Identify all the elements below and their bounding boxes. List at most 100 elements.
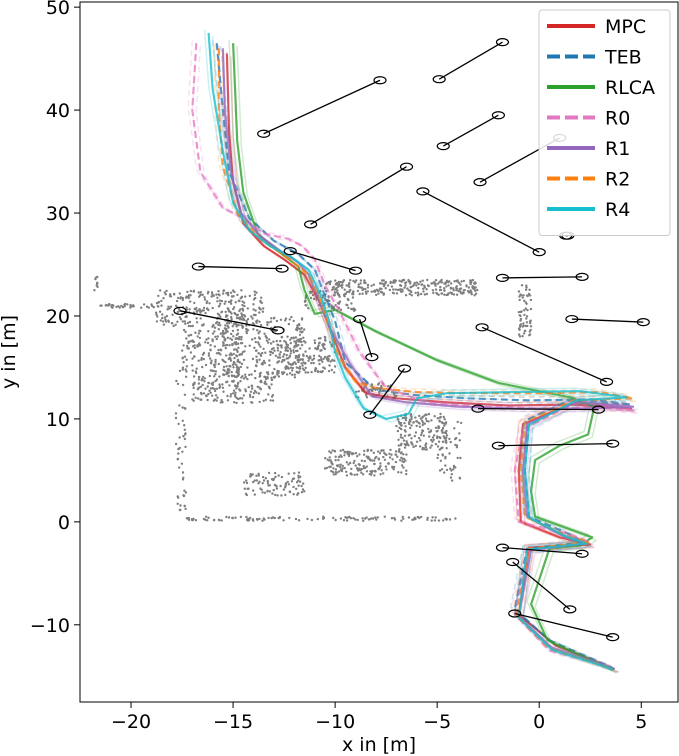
scan-point xyxy=(300,318,304,321)
scan-point xyxy=(316,345,320,349)
obstacle-marker xyxy=(365,353,379,362)
scan-point xyxy=(312,357,316,360)
legend-item: RLCA xyxy=(547,77,655,99)
scan-point xyxy=(279,350,282,354)
scan-point xyxy=(228,344,231,347)
scan-point xyxy=(209,391,212,394)
scan-point xyxy=(216,300,219,303)
scan-point xyxy=(213,389,217,393)
obstacle xyxy=(173,306,285,335)
scan-point xyxy=(365,455,368,458)
scan-point xyxy=(207,352,211,355)
scan-point xyxy=(450,479,454,482)
scan-point xyxy=(346,304,349,307)
scan-point xyxy=(165,314,169,318)
scan-point xyxy=(235,354,238,357)
scan-point xyxy=(161,320,165,323)
scan-point xyxy=(191,398,194,401)
scan-point xyxy=(207,393,210,396)
scan-point xyxy=(258,386,261,389)
scan-point xyxy=(358,292,361,296)
scan-point xyxy=(339,463,342,466)
scan-point xyxy=(330,343,333,346)
scan-point xyxy=(232,352,235,356)
scan-point xyxy=(526,324,529,328)
scan-point xyxy=(258,372,262,375)
scan-point xyxy=(203,380,206,383)
scan-point xyxy=(271,492,274,495)
scan-point xyxy=(406,287,409,290)
scan-point xyxy=(362,287,365,290)
scan-point xyxy=(291,366,294,370)
scan-point xyxy=(399,436,403,439)
scan-point xyxy=(364,290,368,294)
scan-point xyxy=(238,309,241,313)
scan-point xyxy=(236,293,239,297)
scan-point xyxy=(184,445,187,449)
scan-point xyxy=(269,353,272,356)
scan-point xyxy=(293,472,296,475)
scan-point xyxy=(268,364,271,367)
scan-point xyxy=(204,341,207,344)
scan-point xyxy=(283,339,286,343)
scan-point xyxy=(288,362,291,366)
obstacle-marker xyxy=(397,364,412,373)
scan-point xyxy=(373,462,376,466)
scan-point xyxy=(289,347,292,350)
scan-point xyxy=(394,288,397,291)
scan-point xyxy=(310,370,313,374)
obstacle-marker xyxy=(606,633,620,642)
scan-point xyxy=(262,359,266,363)
scan-point xyxy=(416,294,420,297)
x-tick-label: 0 xyxy=(533,711,545,733)
scan-point xyxy=(365,394,368,397)
scan-point xyxy=(337,455,341,459)
scan-point xyxy=(154,311,158,314)
scan-point xyxy=(339,449,342,452)
scan-point xyxy=(261,475,265,479)
scan-point xyxy=(191,324,194,328)
scan-point xyxy=(263,332,266,335)
scan-point-cluster xyxy=(436,419,463,482)
scan-point xyxy=(341,280,345,283)
scan-point xyxy=(306,517,309,521)
scan-point xyxy=(434,288,438,291)
scan-point xyxy=(192,393,195,396)
scan-point xyxy=(111,306,114,309)
scan-point xyxy=(232,323,236,326)
scan-point xyxy=(186,344,189,348)
scan-point xyxy=(155,320,159,323)
scan-point xyxy=(388,456,392,459)
scan-point xyxy=(524,288,528,291)
scan-point xyxy=(224,324,227,327)
scan-point xyxy=(224,300,227,303)
scan-point xyxy=(237,337,240,341)
scan-point xyxy=(417,436,421,440)
scan-point xyxy=(330,306,334,310)
scan-point xyxy=(178,316,182,319)
scan-point xyxy=(320,358,323,361)
scan-point-cluster xyxy=(277,335,337,374)
scan-point xyxy=(529,328,532,332)
scan-point xyxy=(379,462,382,465)
scan-point xyxy=(275,339,278,343)
scan-point xyxy=(415,424,418,428)
scan-point xyxy=(192,340,196,343)
scan-point xyxy=(308,357,311,360)
scan-point xyxy=(284,317,288,320)
scan-point xyxy=(266,479,269,483)
scan-point xyxy=(197,375,201,379)
scan-point xyxy=(458,439,461,442)
scan-point xyxy=(187,296,190,299)
scan-point xyxy=(364,517,367,520)
scan-point xyxy=(336,464,339,468)
scan-point xyxy=(425,288,428,291)
scan-point xyxy=(449,440,452,444)
scan-point xyxy=(390,453,393,456)
obstacle-marker xyxy=(173,306,187,315)
scan-point xyxy=(399,433,403,436)
scan-point xyxy=(218,519,221,522)
scan-point xyxy=(417,421,421,425)
scan-point xyxy=(222,359,225,363)
scan-point xyxy=(231,325,234,328)
